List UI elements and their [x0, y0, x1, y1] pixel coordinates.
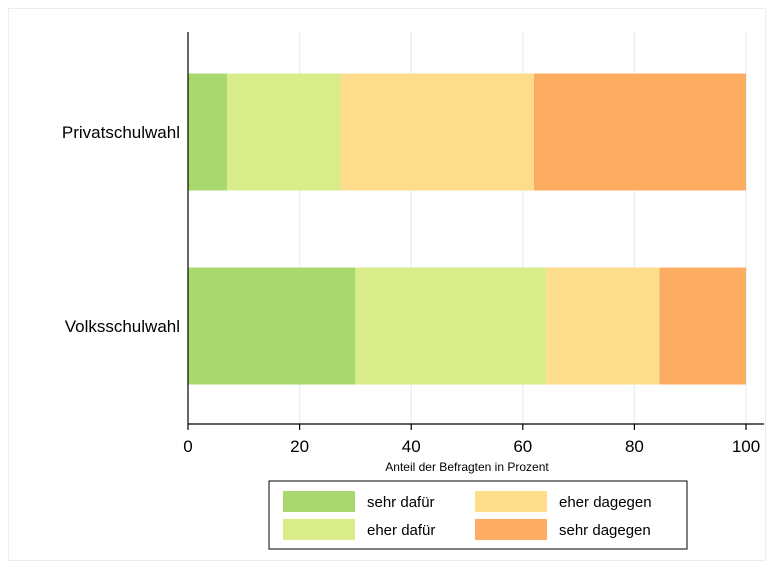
legend-swatch-eher-dafuer: [283, 519, 355, 540]
legend-swatch-sehr-dagegen: [475, 519, 547, 540]
legend-label-eher-dagegen: eher dagegen: [559, 494, 652, 511]
legend-swatch-sehr-dafuer: [283, 491, 355, 512]
legend-swatch-eher-dagegen: [475, 491, 547, 512]
bar-privatschulwahl-eher-dafuer: [227, 73, 341, 191]
x-tick-label-0: 0: [183, 437, 192, 456]
bar-volksschulwahl-eher-dafuer: [355, 267, 547, 385]
bar-privatschulwahl-sehr-dagegen: [533, 73, 746, 191]
bar-volksschulwahl-sehr-dagegen: [659, 267, 746, 385]
x-tick-label-20: 20: [290, 437, 309, 456]
x-tick-label-40: 40: [402, 437, 421, 456]
category-label-volksschulwahl: Volksschulwahl: [65, 317, 180, 336]
category-label-privatschulwahl: Privatschulwahl: [62, 123, 180, 142]
bar-privatschulwahl-sehr-dafuer: [188, 73, 228, 191]
legend-label-eher-dafuer: eher dafür: [367, 522, 435, 539]
legend-label-sehr-dafuer: sehr dafür: [367, 494, 435, 511]
x-tick-label-80: 80: [625, 437, 644, 456]
x-tick-label-100: 100: [732, 437, 760, 456]
x-tick-label-60: 60: [513, 437, 532, 456]
bar-volksschulwahl-eher-dagegen: [546, 267, 660, 385]
chart-border: [8, 8, 766, 561]
legend-label-sehr-dagegen: sehr dagegen: [559, 522, 651, 539]
bar-volksschulwahl-sehr-dafuer: [188, 267, 356, 385]
bar-privatschulwahl-eher-dagegen: [340, 73, 534, 191]
x-axis-title: Anteil der Befragten in Prozent: [385, 460, 549, 474]
